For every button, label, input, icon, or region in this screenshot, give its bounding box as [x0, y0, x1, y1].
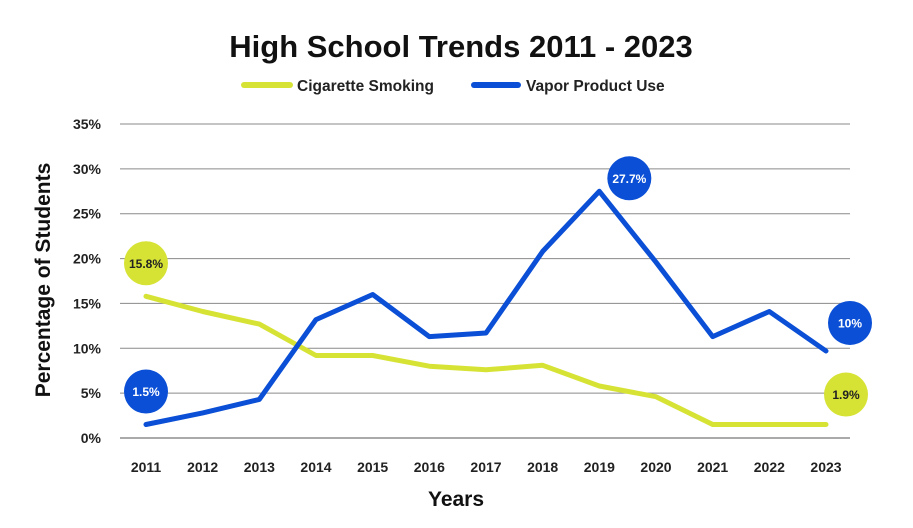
x-tick-label: 2016	[414, 459, 445, 475]
y-tick-label: 25%	[73, 206, 102, 222]
x-axis-title: Years	[428, 488, 484, 511]
series-line-cigarette	[143, 293, 829, 427]
x-tick-label: 2011	[131, 459, 162, 475]
x-tick-label: 2015	[357, 459, 388, 475]
legend: Cigarette Smoking Vapor Product Use	[241, 78, 665, 95]
x-tick-label: 2018	[527, 459, 558, 475]
value-bubble-circle	[824, 372, 868, 417]
series-line-vapor	[143, 188, 829, 427]
value-bubble-label: 27.7%	[612, 172, 646, 186]
legend-label-vapor: Vapor Product Use	[526, 78, 665, 95]
value-bubble: 1.5%	[124, 369, 168, 414]
x-tick-label: 2023	[810, 459, 841, 475]
y-axis-title: Percentage of Students	[32, 163, 55, 398]
series-lines	[143, 188, 829, 427]
value-annotations: 15.8% 1.5% 27.7% 10% 1.9%	[124, 156, 872, 417]
x-tick-label: 2019	[584, 459, 615, 475]
value-bubble-circle	[828, 300, 872, 345]
value-bubble-circle	[124, 241, 168, 286]
y-tick-label: 10%	[73, 340, 102, 356]
x-tick-label: 2012	[187, 459, 218, 475]
x-tick-label: 2022	[754, 459, 785, 475]
x-tick-label: 2020	[640, 459, 671, 475]
y-tick-label: 0%	[81, 430, 102, 446]
chart-title: High School Trends 2011 - 2023	[229, 29, 692, 64]
y-tick-label: 30%	[73, 161, 102, 177]
x-tick-label: 2021	[697, 459, 728, 475]
x-tick-label: 2013	[244, 459, 275, 475]
value-bubble: 27.7%	[607, 156, 652, 201]
y-tick-label: 15%	[73, 295, 102, 311]
value-bubble: 10%	[828, 300, 872, 345]
value-bubble: 1.9%	[824, 372, 868, 417]
x-tick-label: 2017	[470, 459, 501, 475]
y-tick-label: 20%	[73, 251, 102, 267]
y-tick-label: 35%	[73, 116, 102, 132]
value-bubble-circle	[124, 369, 168, 414]
legend-label-cigarette: Cigarette Smoking	[297, 78, 434, 95]
value-bubble-label: 1.5%	[132, 385, 160, 399]
value-bubble-circle	[607, 156, 652, 201]
value-bubble-label: 15.8%	[129, 257, 163, 271]
x-tick-label: 2014	[300, 459, 331, 475]
value-bubble: 15.8%	[124, 241, 168, 286]
y-axis-ticks: 0% 5% 10% 15% 20% 25% 30% 35%	[73, 116, 102, 446]
value-bubble-label: 10%	[838, 316, 862, 330]
value-bubble-label: 1.9%	[832, 388, 860, 402]
x-axis-ticks: 2011 2012 2013 2014 2015 2016 2017 2018 2019 2020…	[131, 459, 842, 475]
gridlines	[120, 123, 850, 439]
y-tick-label: 5%	[81, 385, 102, 401]
